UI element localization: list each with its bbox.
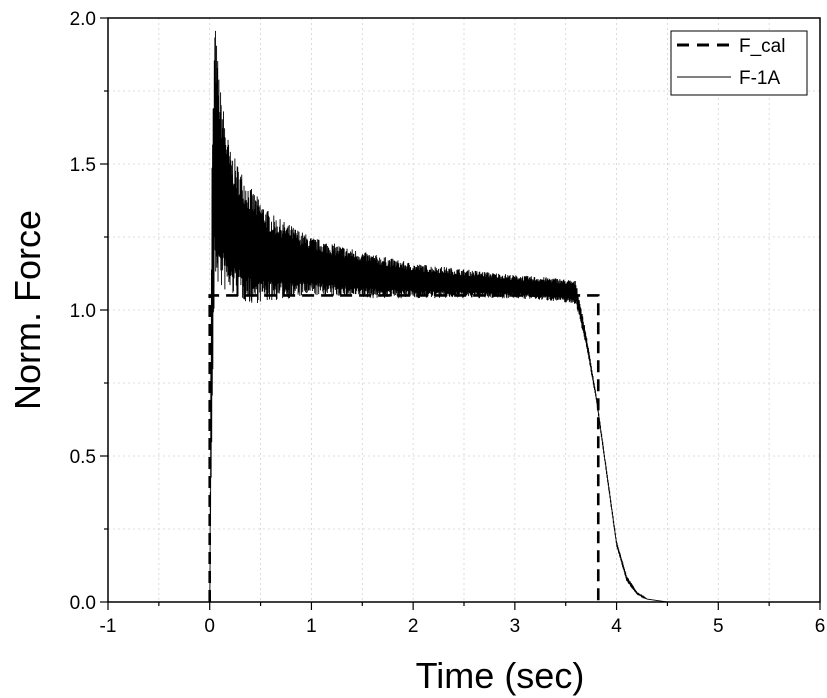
x-tick-label: 2	[408, 616, 419, 637]
legend-label-f-cal: F_cal	[739, 36, 785, 57]
axis-ticks	[100, 17, 821, 610]
tick-labels: -1 0 1 2 3 4 5 6 0.0 0.5 1.0 1.5 2.0	[70, 9, 826, 637]
y-tick-label: 0.0	[70, 593, 96, 614]
x-tick-label: 5	[713, 616, 724, 637]
y-tick-label: 0.5	[70, 447, 96, 468]
y-tick-label: 1.5	[70, 155, 96, 176]
series-f-1a-line	[209, 30, 820, 603]
x-axis-title: Time (sec)	[416, 655, 585, 696]
x-tick-label: 6	[815, 616, 826, 637]
x-tick-label: 0	[204, 616, 215, 637]
series-layer	[208, 30, 820, 603]
x-tick-label: 1	[306, 616, 317, 637]
legend-box	[670, 30, 808, 96]
legend: F_cal F-1A	[670, 30, 808, 96]
y-axis-title: Norm. Force	[7, 210, 48, 410]
legend-label-f-1a: F-1A	[739, 68, 781, 89]
x-tick-label: -1	[100, 616, 117, 637]
x-tick-label: 3	[510, 616, 521, 637]
series-f-cal-line	[208, 294, 600, 602]
y-tick-label: 2.0	[70, 9, 96, 30]
y-tick-label: 1.0	[70, 301, 96, 322]
x-tick-label: 4	[611, 616, 622, 637]
